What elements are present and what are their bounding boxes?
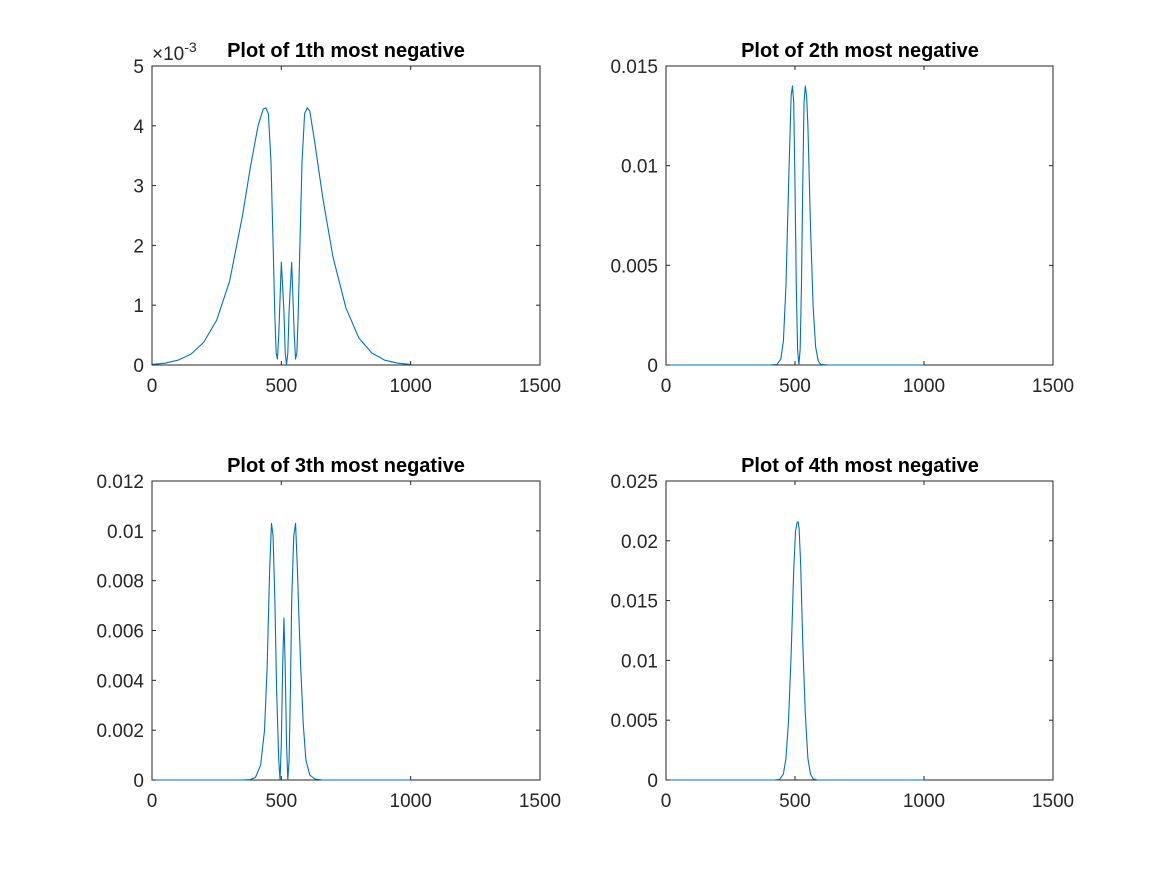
x-tick-label: 500: [779, 791, 811, 812]
series-line: [666, 85, 924, 366]
y-tick-label: 0.012: [96, 472, 144, 493]
x-tick-label: 500: [265, 791, 297, 812]
x-tick-label: 1500: [519, 791, 561, 812]
series-line: [666, 521, 924, 781]
y-tick-label: 3: [133, 177, 144, 198]
y-tick-label: 0.02: [621, 532, 658, 553]
subplot-title: Plot of 4th most negative: [741, 455, 979, 477]
x-tick-label: 1000: [903, 791, 945, 812]
subplot-3: 0 500 1000 1500 0 0.002 0.004 0.006 0.008 0.01 0.…: [96, 455, 561, 812]
y-tick-label: 0.01: [107, 522, 144, 543]
subplot-4: 0 500 1000 1500 0 0.005 0.01 0.015 0.02 0.025 Pl…: [610, 455, 1074, 812]
subplot-2: 0 500 1000 1500 0 0.005 0.01 0.015 Plot of 2th…: [610, 40, 1074, 397]
x-tick-label: 0: [661, 791, 672, 812]
y-tick-label: 0.015: [610, 592, 658, 613]
y-tick-label: 0.002: [96, 721, 144, 742]
y-tick-label: 5: [133, 57, 144, 78]
x-tick-label: 0: [147, 376, 158, 397]
y-ticks: 0 0.002 0.004 0.006 0.008 0.01 0.012: [96, 472, 540, 792]
series-line: [152, 522, 411, 781]
axes-box: [665, 65, 1054, 366]
x-ticks: 0 500 1000 1500: [661, 481, 1074, 812]
axes-box: [665, 480, 1054, 781]
x-tick-label: 500: [779, 376, 811, 397]
y-tick-label: 0.004: [96, 671, 144, 692]
y-exponent-label: ×10-3: [152, 39, 197, 65]
x-ticks: 0 500 1000 1500: [147, 66, 561, 397]
y-tick-label: 0.005: [610, 711, 658, 732]
y-tick-label: 0: [647, 771, 658, 792]
x-tick-label: 1000: [390, 376, 432, 397]
x-tick-label: 0: [147, 791, 158, 812]
x-tick-label: 1000: [903, 376, 945, 397]
x-tick-label: 1500: [1032, 791, 1074, 812]
x-tick-label: 0: [661, 376, 672, 397]
x-ticks: 0 500 1000 1500: [147, 481, 561, 812]
axes-box: [151, 480, 541, 781]
y-tick-label: 1: [133, 296, 144, 317]
y-tick-label: 4: [133, 117, 144, 138]
x-tick-label: 1500: [1032, 376, 1074, 397]
y-ticks: 0 0.005 0.01 0.015 0.02 0.025: [610, 472, 1053, 792]
y-tick-label: 0.005: [610, 256, 658, 277]
y-tick-label: 0.01: [621, 157, 658, 178]
y-tick-label: 0.015: [610, 57, 658, 78]
subplot-title: Plot of 2th most negative: [741, 40, 979, 62]
subplot-title: Plot of 3th most negative: [227, 455, 465, 477]
x-tick-label: 1000: [390, 791, 432, 812]
y-tick-label: 0.008: [96, 572, 144, 593]
y-tick-label: 0.01: [621, 651, 658, 672]
y-tick-label: 0: [133, 771, 144, 792]
x-tick-label: 500: [265, 376, 297, 397]
y-tick-label: 0.006: [96, 622, 144, 643]
y-ticks: 0 1 2 3 4 5: [133, 57, 540, 377]
y-tick-label: 2: [133, 236, 144, 257]
y-tick-label: 0.025: [610, 472, 658, 493]
x-ticks: 0 500 1000 1500: [661, 66, 1074, 397]
y-tick-label: 0: [647, 356, 658, 377]
axes-box: [151, 65, 541, 366]
subplot-1: 0 500 1000 1500 0 1 2 3 4 5 Plot of 1th most neg…: [133, 39, 561, 397]
y-tick-label: 0: [133, 356, 144, 377]
x-tick-label: 1500: [519, 376, 561, 397]
y-ticks: 0 0.005 0.01 0.015: [610, 57, 1053, 377]
series-line: [151, 107, 411, 366]
subplot-title: Plot of 1th most negative: [227, 40, 465, 62]
